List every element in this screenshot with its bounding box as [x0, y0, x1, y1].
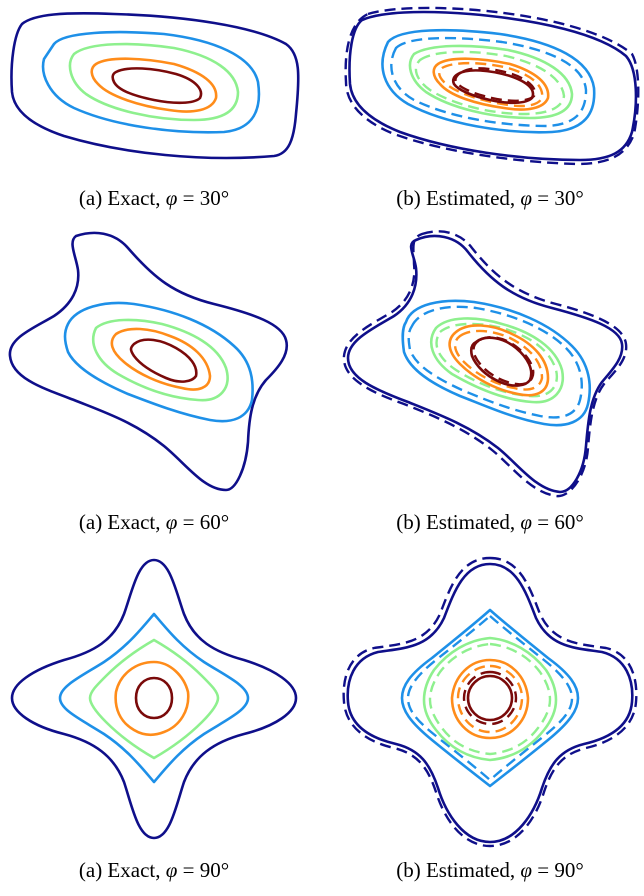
contour-level-2 — [41, 30, 261, 134]
contour-level-5-estimate — [472, 336, 535, 386]
contour-level-4-estimate — [453, 329, 544, 391]
equals-sign: = — [532, 510, 555, 534]
angle-value: 60° — [199, 510, 230, 534]
caption: (b) Estimated, φ = 90° — [340, 858, 640, 883]
contour-level-3-estimate — [428, 642, 552, 756]
panel-exact-30: (a) Exact, φ = 30° — [4, 4, 304, 210]
contour-level-5 — [466, 674, 514, 722]
contour-level-5 — [129, 338, 198, 383]
equals-sign: = — [177, 858, 200, 882]
angle-value: 30° — [554, 186, 584, 210]
contour-level-5-estimate — [454, 67, 537, 102]
caption-prefix: (a) Exact, — [78, 186, 166, 210]
phi-symbol: φ — [520, 858, 533, 882]
equals-sign: = — [177, 186, 200, 210]
panel-estimated-60: (b) Estimated, φ = 60° — [340, 228, 640, 534]
contour-level-1 — [348, 10, 638, 162]
contour-level-1-estimate — [342, 556, 638, 848]
equals-sign: = — [532, 186, 555, 210]
contour-level-4-estimate — [456, 664, 524, 734]
contour-level-4 — [450, 658, 530, 740]
contour-plot-estimated-90 — [342, 556, 638, 848]
contour-level-5 — [134, 676, 174, 720]
contour-plot-exact-90 — [10, 558, 298, 840]
contour-level-1 — [346, 234, 624, 494]
panel-estimated-90: (b) Estimated, φ = 90° — [340, 552, 640, 882]
contour-level-1-estimate — [342, 230, 628, 498]
contour-level-3 — [91, 318, 229, 402]
contour-level-3-estimate — [414, 50, 566, 116]
caption-prefix: (b) Estimated, — [396, 858, 521, 882]
contour-level-3 — [408, 44, 574, 120]
contour-level-1 — [10, 558, 298, 840]
phi-symbol: φ — [165, 858, 178, 882]
contour-plot-exact-60 — [8, 231, 289, 492]
angle-value: 90° — [199, 858, 230, 882]
contour-level-5 — [451, 69, 535, 105]
equals-sign: = — [532, 858, 555, 882]
caption-prefix: (b) Estimated, — [396, 510, 521, 534]
angle-value: 30° — [199, 186, 230, 210]
contour-level-2 — [63, 301, 254, 423]
phi-symbol: φ — [165, 186, 178, 210]
caption: (a) Exact, φ = 60° — [4, 510, 304, 535]
caption-prefix: (a) Exact, — [78, 858, 166, 882]
contour-plot-estimated-60 — [342, 230, 628, 498]
panel-exact-90: (a) Exact, φ = 90° — [4, 552, 304, 882]
contour-level-1 — [346, 562, 634, 844]
caption: (a) Exact, φ = 90° — [4, 858, 304, 883]
contour-level-2-estimate — [390, 36, 588, 128]
panel-exact-60: (a) Exact, φ = 60° — [4, 228, 304, 534]
contour-level-5 — [111, 67, 203, 105]
contour-level-2 — [381, 28, 596, 134]
contour-plot-exact-30 — [10, 12, 300, 160]
contour-level-4 — [110, 327, 212, 391]
contour-level-1-estimate — [344, 6, 640, 166]
contour-level-5 — [469, 336, 533, 387]
contour-plot-estimated-30 — [344, 6, 640, 166]
caption-prefix: (a) Exact, — [78, 510, 166, 534]
angle-value: 60° — [554, 510, 584, 534]
contour-level-3 — [68, 42, 240, 122]
caption: (a) Exact, φ = 30° — [4, 186, 304, 211]
angle-value: 90° — [554, 858, 584, 882]
contour-level-2 — [401, 299, 591, 427]
phi-symbol: φ — [520, 186, 533, 210]
contour-level-3 — [422, 636, 558, 762]
caption-prefix: (b) Estimated, — [396, 186, 521, 210]
contour-level-2-estimate — [406, 614, 574, 782]
contour-level-4 — [114, 660, 190, 737]
caption: (b) Estimated, φ = 60° — [340, 510, 640, 535]
contour-level-2 — [58, 612, 250, 784]
contour-level-4 — [448, 324, 550, 397]
contour-level-1 — [8, 231, 289, 492]
contour-level-2-estimate — [407, 305, 583, 419]
contour-level-4-estimate — [438, 61, 544, 108]
contour-level-3 — [430, 317, 565, 404]
contour-level-4 — [90, 57, 218, 113]
phi-symbol: φ — [520, 510, 533, 534]
caption: (b) Estimated, φ = 30° — [340, 186, 640, 211]
contour-level-4 — [432, 57, 550, 111]
contour-level-1 — [10, 12, 300, 160]
equals-sign: = — [177, 510, 200, 534]
contour-level-3 — [88, 638, 220, 760]
contour-level-2 — [400, 608, 580, 788]
phi-symbol: φ — [165, 510, 178, 534]
contour-level-5-estimate — [462, 670, 518, 726]
panel-estimated-30: (b) Estimated, φ = 30° — [340, 4, 640, 210]
